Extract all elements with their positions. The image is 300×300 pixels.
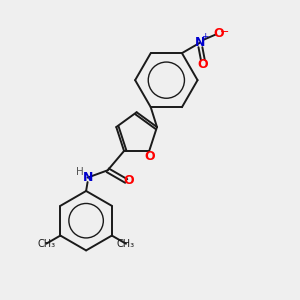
Text: CH₃: CH₃ (37, 239, 55, 249)
Text: +: + (202, 32, 209, 41)
Text: O: O (123, 175, 134, 188)
Text: N: N (82, 171, 93, 184)
Text: O: O (213, 27, 224, 40)
Text: O: O (145, 149, 155, 163)
Text: N: N (195, 36, 205, 49)
Text: H: H (76, 167, 84, 177)
Text: CH₃: CH₃ (117, 239, 135, 249)
Text: O: O (197, 58, 208, 70)
Text: −: − (220, 27, 230, 37)
